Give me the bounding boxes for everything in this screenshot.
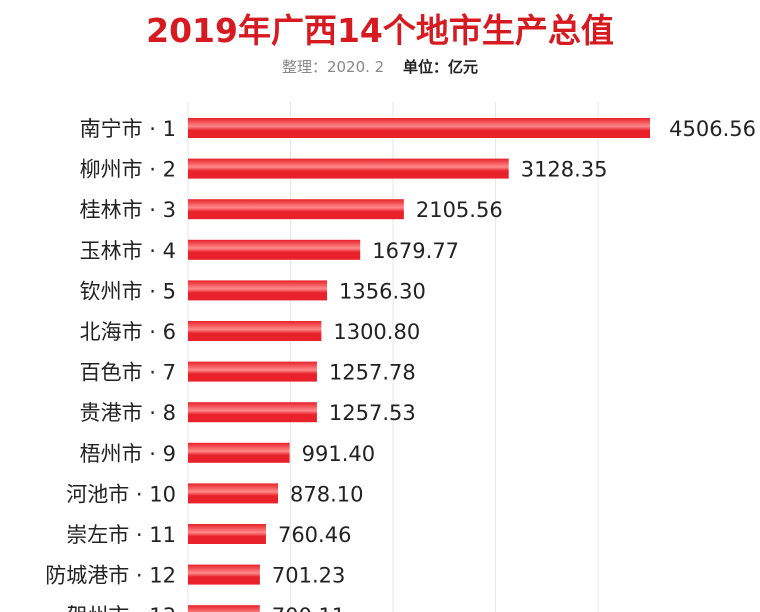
source-note: 整理：2020. 2 [281,58,385,76]
category-label-3: 桂林市 · 3 [80,198,176,222]
value-label-11: 760.46 [278,523,351,547]
bar-3 [188,199,404,220]
bar-1 [188,118,650,138]
category-label-9: 梧州市 · 9 [80,442,176,466]
value-label-13: 700.11 [272,604,345,612]
bar-13 [188,605,260,612]
labels: 南宁市 · 1 4506.56 柳州市 · 2 3128.35 桂林市 · 3 2105.… [45,117,756,612]
bar-11 [188,524,266,544]
category-label-6: 北海市 · 6 [80,320,176,344]
category-label-11: 崇左市 · 11 [66,523,176,547]
chart-title: 2019年广西14个地市生产总值 [146,11,614,50]
chart-subtitle: 整理：2020. 2 单位：亿元 [0,56,760,77]
value-label-4: 1679.77 [372,239,459,263]
bar-10 [188,483,279,504]
category-label-4: 玉林市 · 4 [80,239,176,263]
category-label-10: 河池市 · 10 [66,482,176,506]
bar-12 [188,564,260,585]
grid-lines [187,102,599,612]
value-label-3: 2105.56 [416,198,503,222]
bar-7 [188,361,317,382]
category-label-8: 贵港市 · 8 [80,401,176,425]
value-label-7: 1257.78 [329,361,416,385]
category-label-12: 防城港市 · 12 [45,564,176,588]
unit-note: 单位：亿元 [403,58,479,76]
category-label-13: 贺州市 · 13 [66,604,176,612]
bar-8 [188,402,317,423]
value-label-5: 1356.30 [339,279,426,303]
bar-2 [188,158,509,179]
bars [188,118,650,612]
value-label-6: 1300.80 [333,320,420,344]
value-label-12: 701.23 [272,564,345,588]
bar-9 [188,442,290,463]
category-label-5: 钦州市 · 5 [80,279,176,303]
category-label-1: 南宁市 · 1 [80,117,176,141]
value-label-10: 878.10 [290,482,363,506]
category-label-2: 柳州市 · 2 [80,158,176,182]
value-label-9: 991.40 [302,442,375,466]
value-label-2: 3128.35 [521,158,608,182]
bar-6 [188,321,322,341]
bar-4 [188,239,361,260]
value-label-8: 1257.53 [329,401,416,425]
value-label-1: 4506.56 [669,117,756,141]
category-label-7: 百色市 · 7 [80,361,176,385]
bar-5 [188,280,328,301]
